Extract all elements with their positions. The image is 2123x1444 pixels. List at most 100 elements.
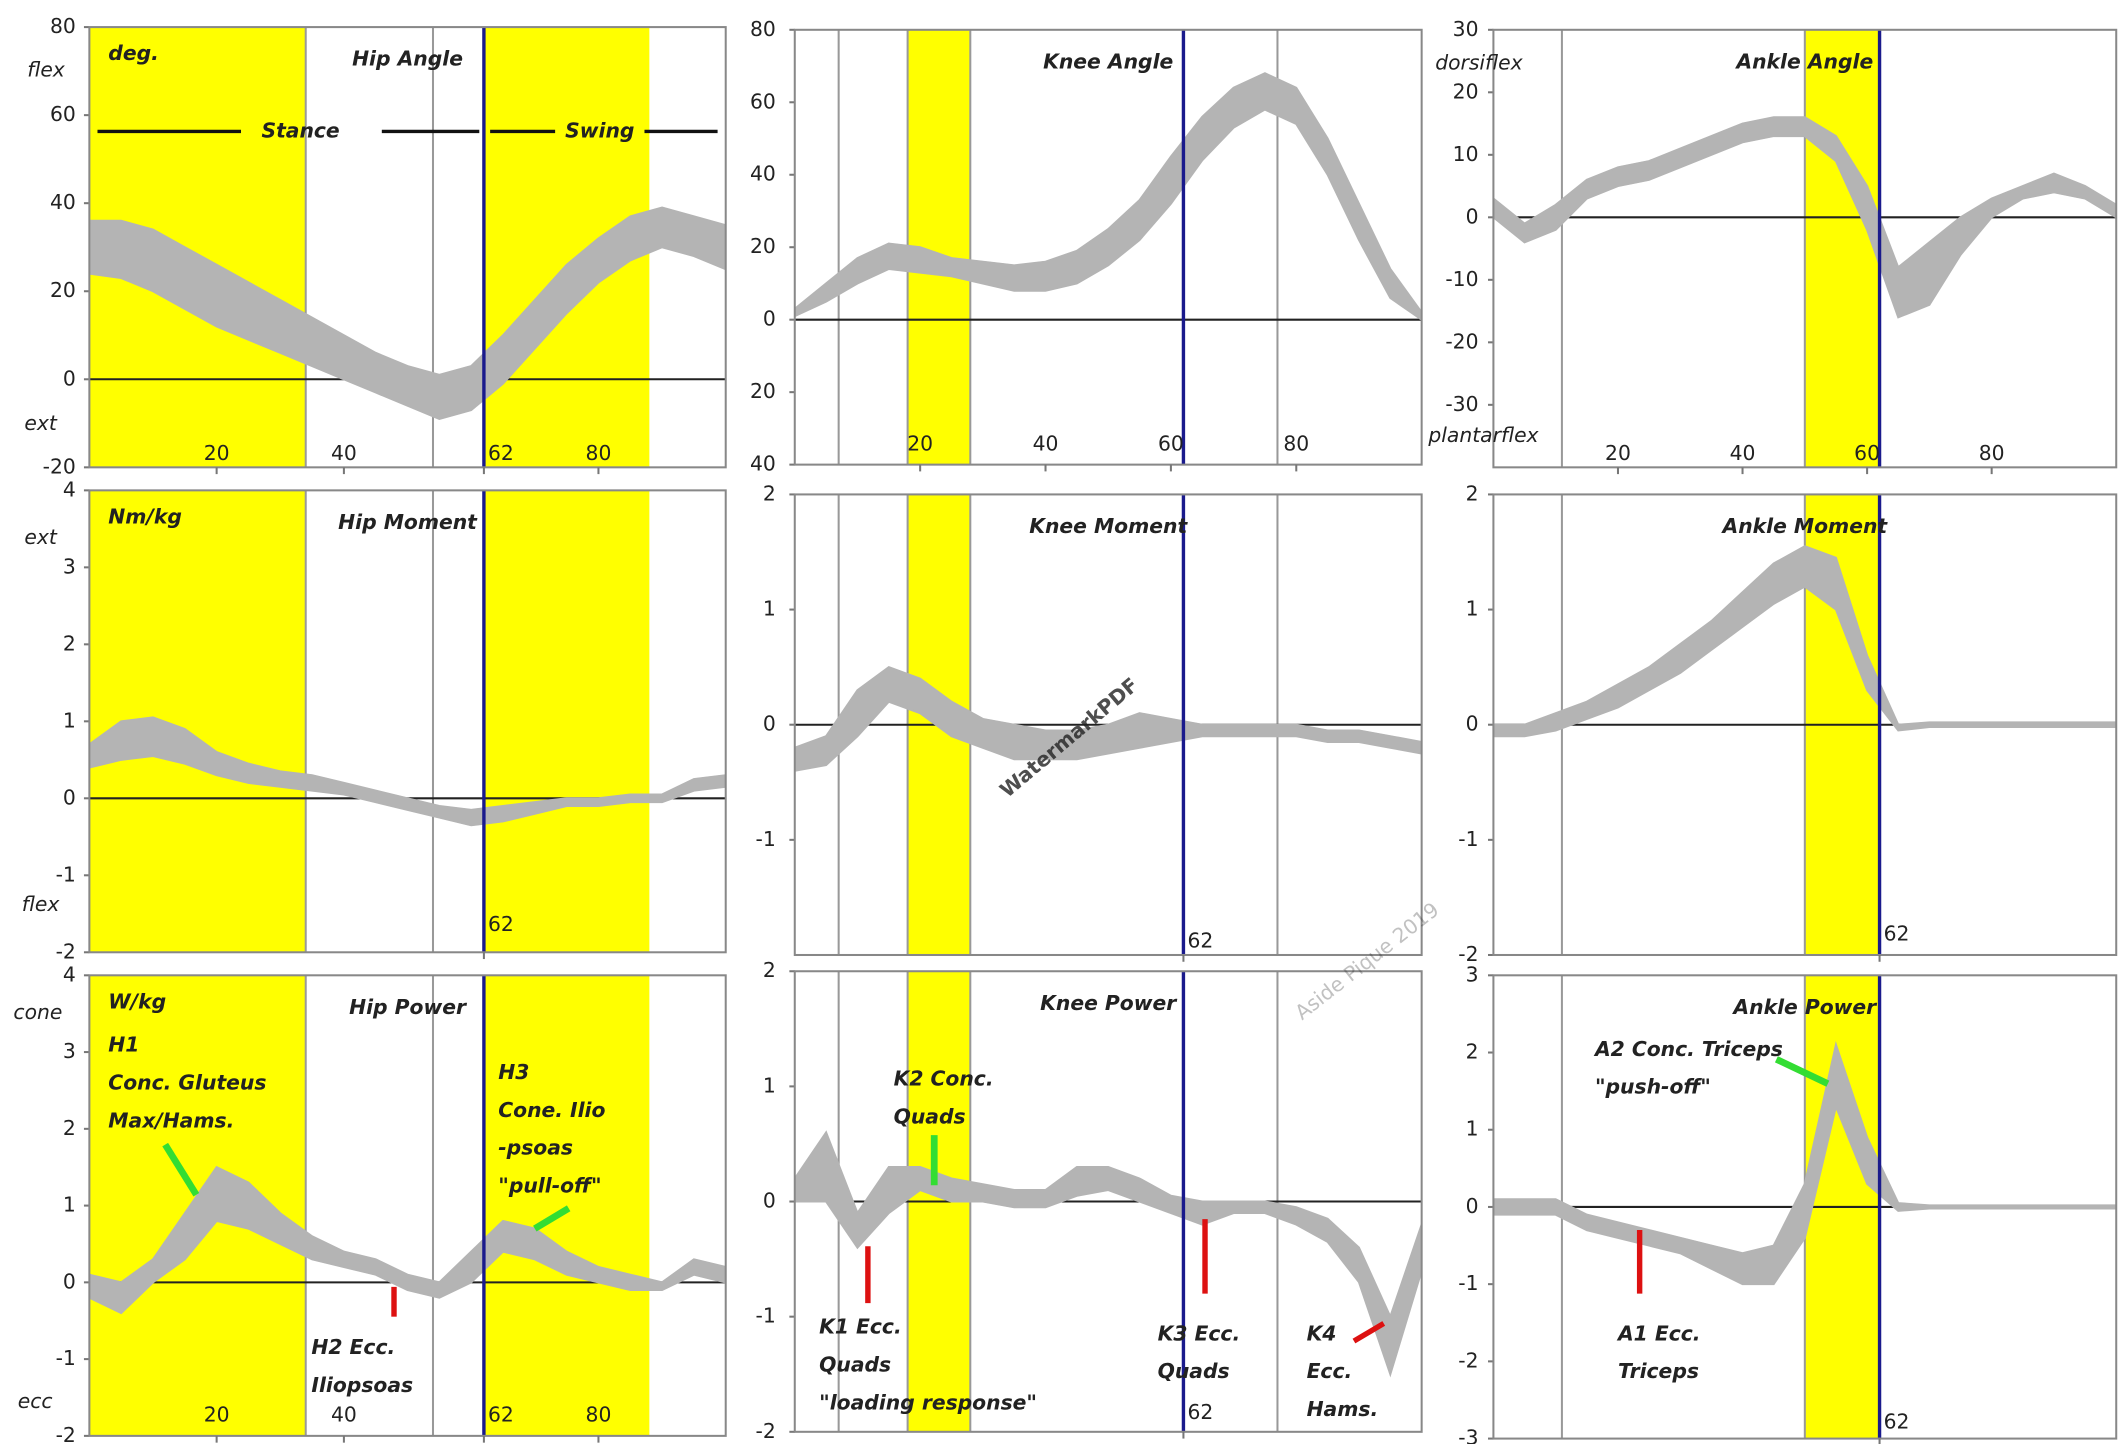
side-label: ext	[24, 525, 57, 549]
panel: 80 60 40 20 0 -20 20 40 62 80 Hip Angle deg. flex ext…	[24, 14, 727, 478]
annotation: A1 Ecc.	[1616, 1321, 1701, 1345]
plot-frame	[88, 974, 727, 1437]
y-tick-label: 60	[750, 89, 776, 113]
y-tick-label: 40	[750, 162, 776, 186]
y-tick-label: -2	[1458, 1348, 1478, 1372]
x-tick-label: 62	[1187, 1400, 1213, 1424]
y-tick-label: -3	[1458, 1426, 1478, 1444]
plot-area	[1493, 975, 2117, 1439]
y-tick-label: 0	[63, 366, 76, 390]
band-lower	[89, 246, 726, 420]
band-lower	[794, 700, 1422, 772]
phase-label: Swing	[565, 118, 634, 142]
panel: 30 20 10 0 -10 -20 -30 20 40 60 80 Ankle Angle dorsi…	[1427, 17, 2118, 475]
y-tick-label: -2	[56, 939, 76, 963]
plot-frame	[793, 28, 1423, 466]
x-tick-label: 62	[1884, 922, 1910, 946]
y-tick-label: -1	[1458, 827, 1478, 851]
panel-title: Hip Moment	[338, 510, 478, 534]
panel-title: Ankle Moment	[1721, 514, 1889, 538]
plot-area	[1493, 29, 2117, 468]
panel: 2 1 0 -1 -2 62 Ankle Moment	[1458, 481, 2118, 966]
x-tick-label: 20	[907, 431, 933, 455]
side-label: ecc	[18, 1389, 53, 1413]
plot-frame	[88, 489, 727, 954]
y-tick-label: 0	[763, 307, 776, 331]
y-tick-label: 2	[763, 958, 776, 982]
panel: 4 3 2 1 0 -1 -2 20 40 62 80 Hip Power W/kg cone ecc H1 C…	[13, 962, 727, 1444]
band-upper	[1493, 1041, 2117, 1255]
phase-label: Stance	[261, 118, 339, 142]
y-tick-label: -10	[1445, 267, 1478, 291]
y-tick-label: 2	[63, 631, 76, 655]
y-tick-label: -20	[43, 454, 76, 478]
y-tick-label: -2	[56, 1423, 76, 1444]
annotation: K3 Ecc.	[1158, 1321, 1241, 1345]
y-tick-label: 0	[763, 1189, 776, 1213]
y-tick-label: 0	[1466, 712, 1479, 736]
side-label: flex	[27, 57, 66, 81]
y-tick-label: 40	[50, 190, 76, 214]
annotation: -psoas	[498, 1136, 573, 1160]
annotation: Hams.	[1307, 1397, 1379, 1421]
panel: 2 1 0 -1 -2 62 Knee Power K2 Conc. Quads K1 Ecc. Q…	[756, 958, 1423, 1443]
y-tick-label: 20	[50, 278, 76, 302]
annotation: Ecc.	[1307, 1359, 1353, 1383]
y-tick-label: 30	[1453, 17, 1479, 41]
plot-frame	[1492, 28, 2118, 469]
y-tick-label: 0	[63, 785, 76, 809]
band-upper	[794, 1130, 1422, 1320]
annotation: Conc. Gluteus	[108, 1071, 266, 1095]
annotation: K2 Conc.	[894, 1067, 994, 1091]
panel: 4 3 2 1 0 -1 -2 62 Hip Moment Nm/kg ext flex	[22, 477, 727, 963]
annotation: Quads	[894, 1105, 966, 1129]
y-tick-label: -1	[56, 1346, 76, 1370]
panel-title: Hip Power	[349, 995, 468, 1019]
x-tick-label: 60	[1158, 431, 1184, 455]
x-tick-label: 62	[1884, 1409, 1910, 1433]
panel-title: Ankle Power	[1731, 995, 1878, 1019]
x-tick-label: 40	[1033, 431, 1059, 455]
x-tick-label: 20	[204, 441, 230, 465]
x-tick-label: 80	[1283, 431, 1309, 455]
y-tick-label: 0	[63, 1269, 76, 1293]
annotation: H1	[108, 1033, 139, 1057]
annotation: Iliopsoas	[311, 1373, 413, 1397]
band-upper	[89, 1165, 726, 1284]
annotation: Max/Hams.	[108, 1109, 234, 1133]
band-lower	[89, 754, 726, 827]
x-tick-label: 62	[1187, 928, 1213, 952]
x-tick-label: 62	[488, 912, 514, 936]
panel: 3 2 1 0 -1 -2 -3 62 Ankle Power A2 Conc. Triceps "…	[1458, 962, 2118, 1444]
annotation: "pull-off"	[498, 1174, 601, 1198]
y-tick-label: -2	[1458, 942, 1478, 966]
annotation: K1 Ecc.	[819, 1315, 902, 1339]
band-upper	[89, 716, 726, 811]
x-tick-label: 60	[1854, 441, 1880, 465]
y-tick-label: 20	[750, 234, 776, 258]
y-tick-label: 2	[763, 481, 776, 505]
y-tick-label: 1	[763, 597, 776, 621]
x-tick-label: 62	[488, 441, 514, 465]
x-tick-label: 40	[331, 441, 357, 465]
band-upper	[1493, 116, 2117, 269]
x-tick-label: 62	[488, 1403, 514, 1427]
plot-frame	[793, 493, 1423, 957]
y-tick-label: -1	[1458, 1271, 1478, 1295]
y-tick-label: 1	[63, 1193, 76, 1217]
y-tick-label: 1	[763, 1073, 776, 1097]
annotation: "push-off"	[1595, 1075, 1711, 1099]
x-tick-label: 80	[586, 1403, 612, 1427]
y-tick-label: 4	[63, 962, 76, 986]
y-tick-label: -1	[756, 827, 776, 851]
panel-title: Knee Moment	[1029, 514, 1188, 538]
phase-highlight	[483, 490, 650, 953]
plot-area	[794, 29, 1422, 465]
annotation: Quads	[1158, 1359, 1230, 1383]
y-tick-label: 80	[750, 17, 776, 41]
band-lower	[1493, 135, 2117, 319]
panel-title: Knee Angle	[1043, 49, 1173, 73]
y-tick-label: -20	[1445, 329, 1478, 353]
plot-area	[89, 975, 726, 1436]
x-tick-label: 80	[586, 441, 612, 465]
